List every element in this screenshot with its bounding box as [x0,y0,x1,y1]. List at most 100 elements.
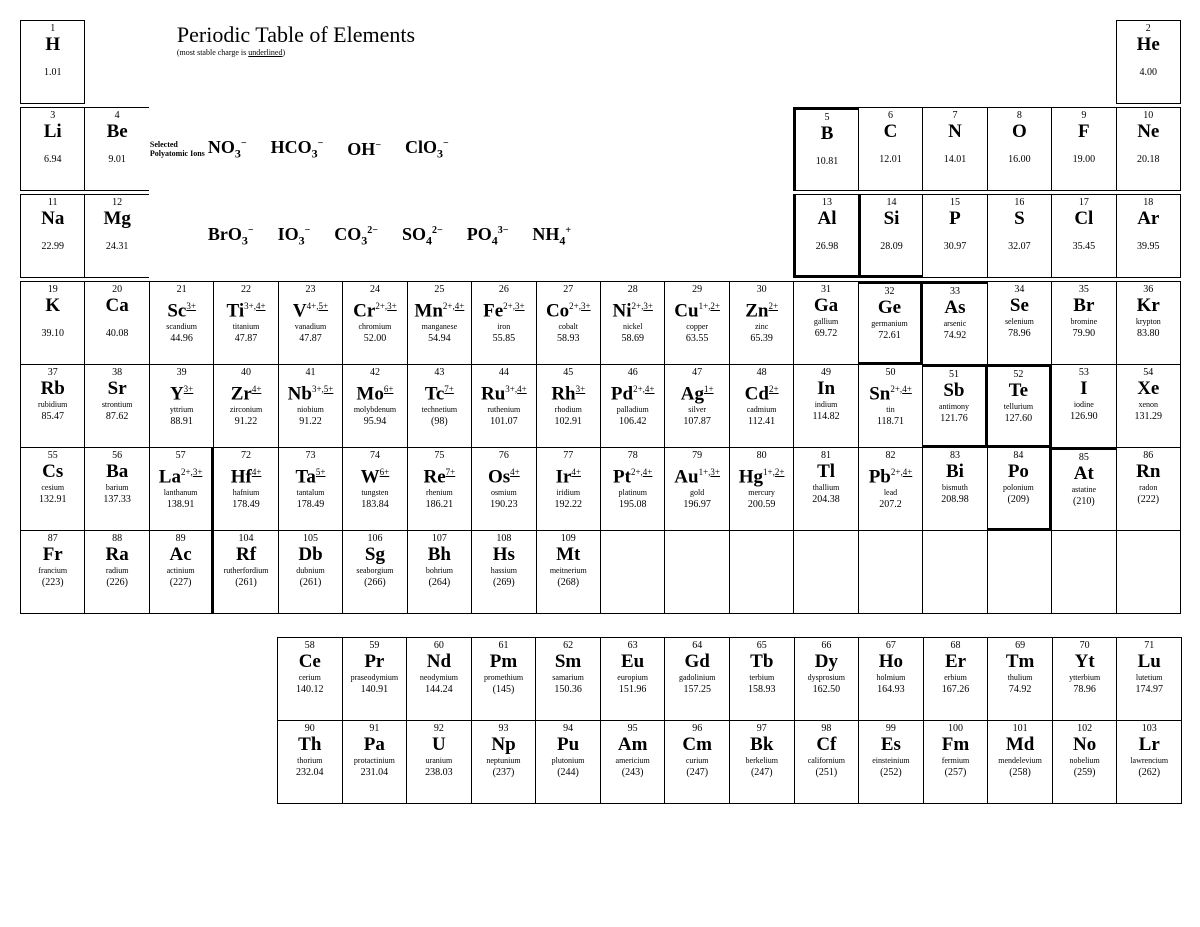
element-Bk: 97Bkberkelium(247) [729,720,795,804]
element-name: seaborgium [344,566,405,575]
element-name: rhenium [409,488,470,497]
element-Re: 75Re7+rhenium186.21 [407,447,472,531]
atomic-number: 69 [989,640,1051,651]
atomic-mass: (247) [731,767,793,779]
element-name: radon [1118,483,1179,492]
element-Cm: 96Cmcurium(247) [664,720,730,804]
atomic-number: 20 [86,284,147,295]
element-Cd: 48Cd2+cadmium112.41 [729,364,794,448]
atomic-number: 86 [1118,450,1179,461]
element-name: strontium [86,400,147,409]
element-symbol: Am [602,734,664,756]
element-symbol: Be [86,121,147,143]
element-symbol: Hg1+,2+ [731,461,792,488]
atomic-mass: 24.31 [86,241,147,253]
atomic-mass: 150.36 [537,684,599,696]
atomic-number: 42 [344,367,405,378]
element-symbol: He [1118,34,1179,56]
element-symbol: Rb [22,378,83,400]
element-symbol: Bk [731,734,793,756]
element-symbol: Ra [86,544,147,566]
element-name: einsteinium [860,756,922,765]
element-symbol: Rh3+ [538,378,599,405]
atomic-mass: (247) [666,767,728,779]
element-Rn: 86Rnradon(222) [1116,447,1181,531]
element-symbol: Na [22,208,83,230]
element-Ir: 77Ir4+iridium192.22 [536,447,601,531]
element-Mo: 42Mo6+molybdenum95.94 [342,364,407,448]
element-Ga: 31Gagallium69.72 [793,281,858,365]
atomic-mass: 58.93 [538,333,599,345]
atomic-mass: 183.84 [344,499,405,511]
element-Es: 99Eseinsteinium(252) [858,720,924,804]
atomic-mass: 140.12 [279,684,341,696]
element-W: 74W6+tungsten183.84 [342,447,407,531]
element-Br: 35Brbromine79.90 [1051,281,1116,365]
atomic-number: 78 [602,450,663,461]
element-name: lanthanum [151,488,210,497]
element-name: hafnium [215,488,276,497]
atomic-mass: 95.94 [344,416,405,428]
atomic-mass: 78.96 [989,328,1050,340]
element-name: rutherfordium [215,566,276,575]
atomic-number: 48 [731,367,792,378]
element-name: neodymium [408,673,470,682]
atomic-mass: 44.96 [151,333,212,345]
atomic-number: 77 [538,450,599,461]
ion: ClO3− [405,137,449,162]
atomic-number: 17 [1053,197,1114,208]
atomic-mass: 52.00 [344,333,405,345]
element-name: neptunium [473,756,535,765]
element-Li: 3Li 6.94 [20,107,85,191]
element-symbol: W6+ [344,461,405,488]
atomic-mass: 178.49 [215,499,276,511]
periodic-table: 1H 1.01Periodic Table of Elements(most s… [20,20,1180,803]
element-S: 16S 32.07 [987,194,1052,278]
element-symbol: Sg [344,544,405,566]
element-symbol: Hs [473,544,534,566]
subtitle: (most stable charge is underlined) [177,48,1116,57]
element-symbol: Y3+ [151,378,212,405]
atomic-number: 101 [989,723,1051,734]
element-symbol: Ni2+,3+ [602,295,663,322]
element-symbol: Dy [796,651,858,673]
element-symbol: Pr [344,651,406,673]
element-symbol: Si [862,208,921,230]
atomic-mass: 102.91 [538,416,599,428]
atomic-number: 25 [409,284,470,295]
atomic-number: 35 [1053,284,1114,295]
element-symbol: Ru3+,4+ [473,378,534,405]
element-name: scandium [151,322,212,331]
element-symbol: Br [1053,295,1114,317]
atomic-mass: 1.01 [22,67,83,79]
element-Ne: 10Ne 20.18 [1116,107,1181,191]
element-symbol: Ir4+ [538,461,599,488]
element-symbol: Md [989,734,1051,756]
element-name: bohrium [409,566,470,575]
empty-cell [600,530,665,614]
element-Np: 93Npneptunium(237) [471,720,537,804]
atomic-mass: 190.23 [473,499,534,511]
element-name: bromine [1053,317,1114,326]
element-symbol: Ba [86,461,147,483]
atomic-mass: 112.41 [731,416,792,428]
atomic-mass: 47.87 [215,333,276,345]
element-symbol: Xe [1118,378,1179,400]
atomic-number: 15 [924,197,985,208]
element-symbol: Es [860,734,922,756]
atomic-mass: (251) [796,767,858,779]
element-name: barium [86,483,147,492]
element-Ba: 56Babarium137.33 [84,447,149,531]
atomic-mass: 87.62 [86,411,147,423]
element-symbol: Pd2+,4+ [602,378,663,405]
element-symbol: Db [280,544,341,566]
element-Th: 90Ththorium232.04 [277,720,343,804]
atomic-number: 5 [797,112,856,123]
element-name: silver [666,405,727,414]
atomic-mass: 137.33 [86,494,147,506]
element-symbol: Zn2+ [731,295,792,322]
element-symbol: Co2+,3+ [538,295,599,322]
atomic-number: 57 [151,450,210,461]
element-symbol: Cl [1053,208,1114,230]
element-symbol: Eu [602,651,664,673]
